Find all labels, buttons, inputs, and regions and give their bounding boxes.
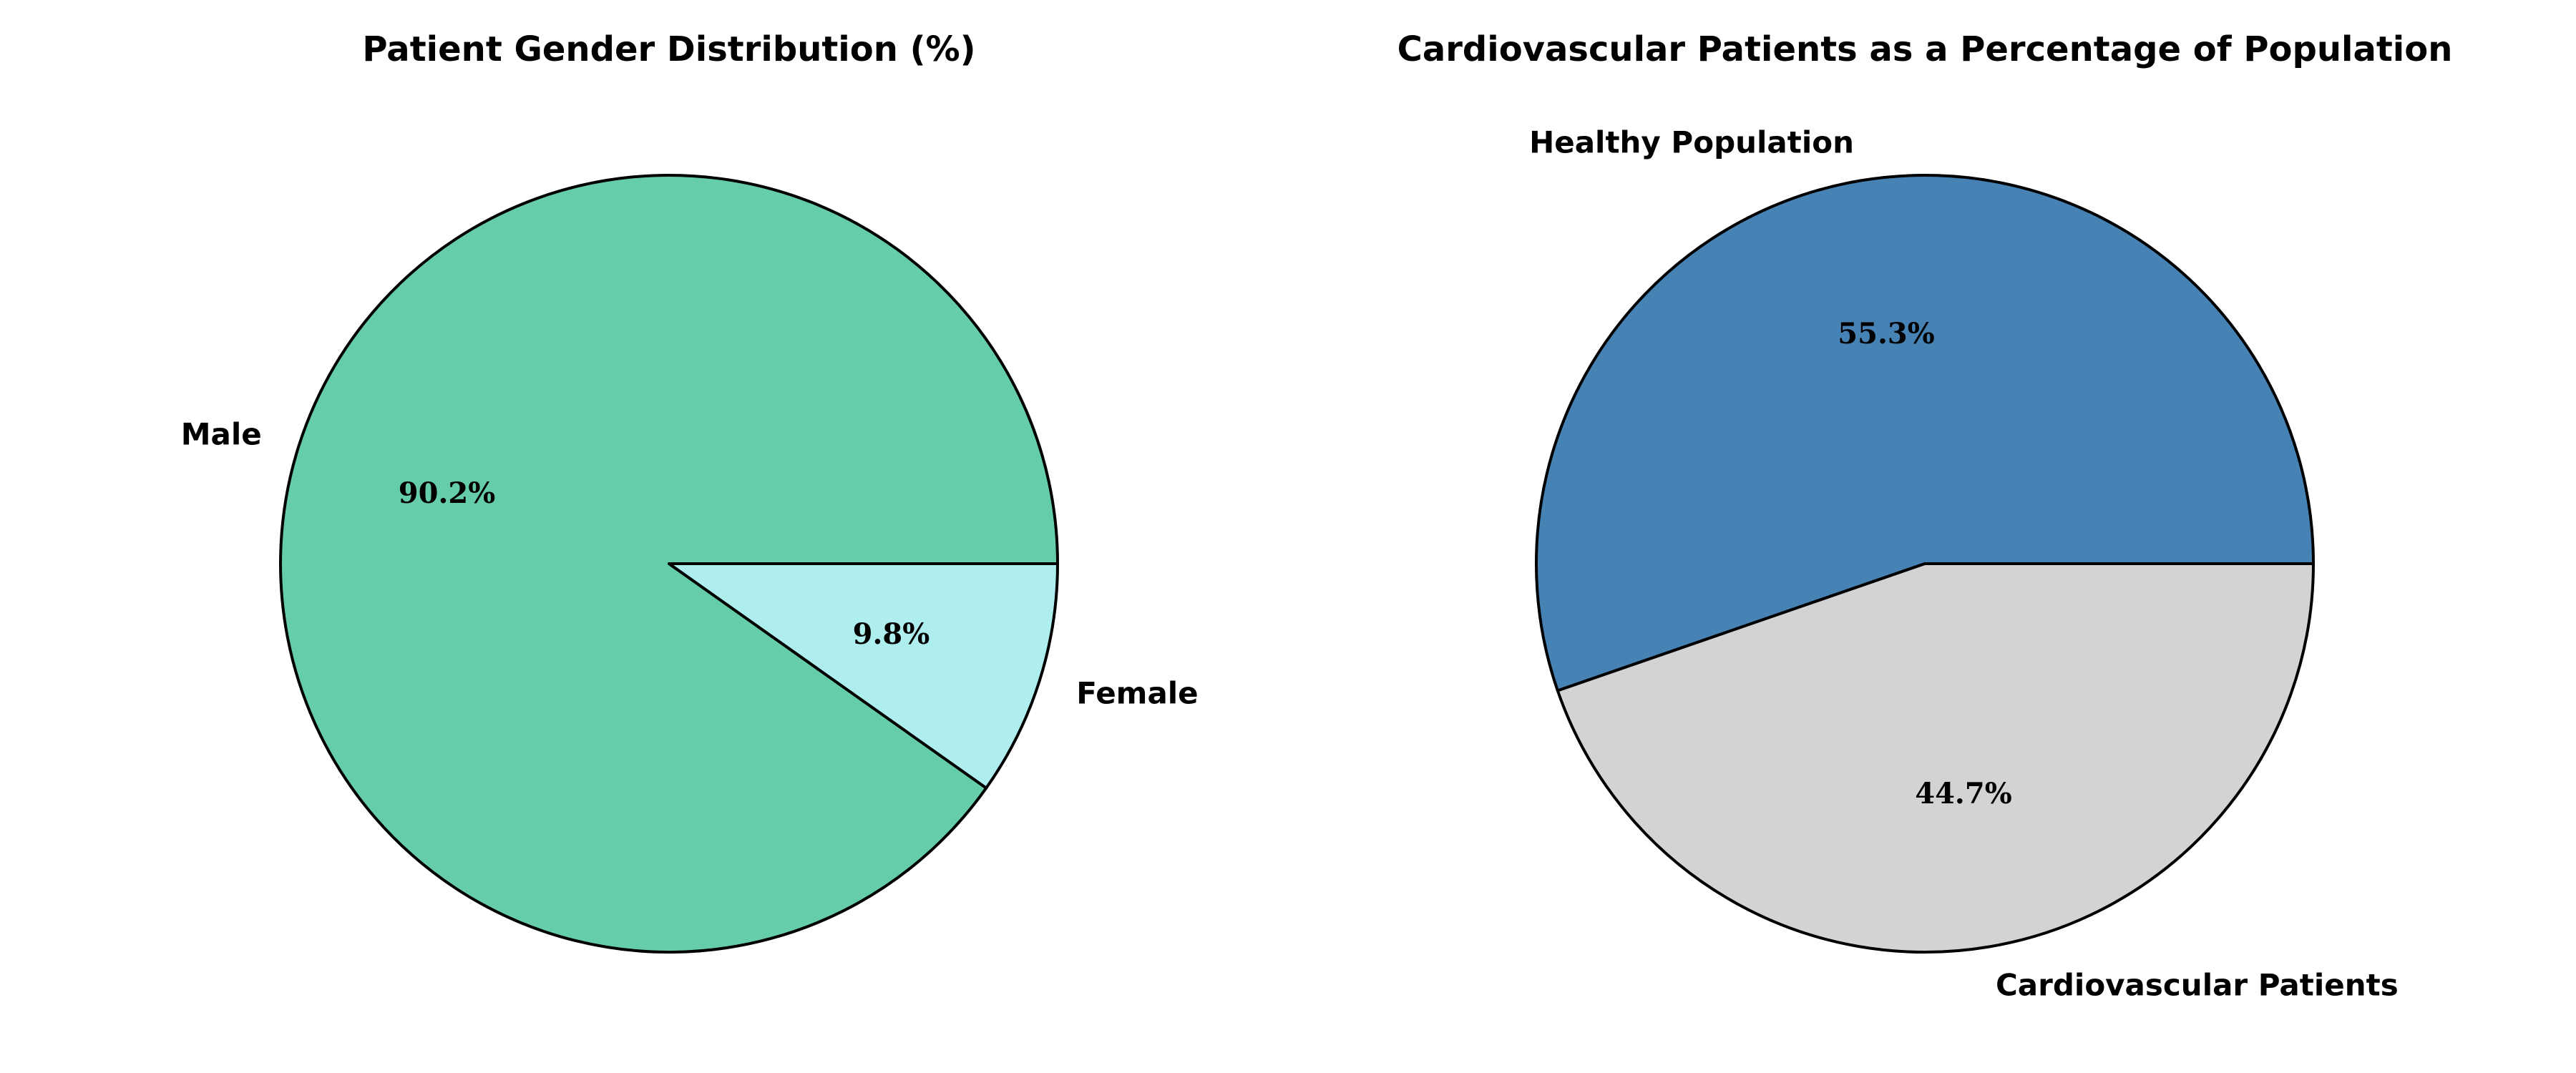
gender-percent-label: 9.8% — [853, 617, 930, 651]
gender-pie-slices — [279, 173, 1059, 954]
gender-slice-female — [668, 562, 1059, 790]
cardio-percent-label: 55.3% — [1838, 317, 1934, 351]
cardio-slice-healthy-population — [1535, 174, 2315, 692]
cardio-pie-chart: Cardiovascular Patients as a Percentage … — [1397, 29, 2453, 1003]
cardio-pie-labels: Healthy Population 55.3% Cardiovascular Pa… — [1529, 124, 2399, 1002]
cardio-pie-slices — [1535, 174, 2315, 954]
cardio-chart-title: Cardiovascular Patients as a Percentage … — [1397, 29, 2453, 69]
gender-chart-title: Patient Gender Distribution (%) — [362, 29, 975, 69]
gender-pie-labels: Male 90.2% Female 9.8% — [181, 416, 1199, 710]
cardio-percent-label: 44.7% — [1915, 777, 2011, 810]
cardio-category-label: Cardiovascular Patients — [1996, 968, 2399, 1003]
cardio-slice-cardiovascular-patients — [1556, 562, 2315, 954]
gender-category-label: Female — [1076, 676, 1198, 711]
gender-category-label: Male — [181, 416, 262, 451]
cardio-category-label: Healthy Population — [1529, 124, 1854, 160]
gender-pie-chart: Patient Gender Distribution (%) Male 90.2… — [181, 29, 1199, 954]
gender-percent-label: 90.2% — [399, 476, 495, 510]
